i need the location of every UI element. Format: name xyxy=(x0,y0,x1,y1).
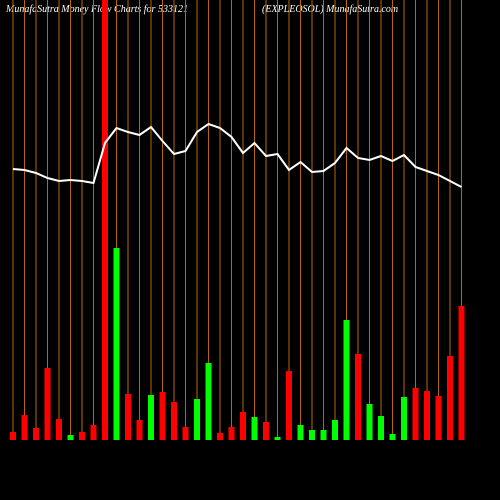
bar xyxy=(435,396,442,440)
bar xyxy=(240,412,246,440)
bar xyxy=(148,395,154,440)
bar xyxy=(21,415,28,440)
bar xyxy=(56,419,62,440)
bar xyxy=(90,425,97,440)
bar xyxy=(33,428,39,440)
chart-subtitle: (EXPLEOSOL) MunafaSutra.com xyxy=(262,4,398,15)
bar xyxy=(194,399,200,440)
bar xyxy=(182,427,189,440)
bar xyxy=(113,248,120,440)
price-line xyxy=(12,122,462,188)
bar xyxy=(228,427,235,440)
bar xyxy=(171,402,177,440)
bar xyxy=(286,371,292,440)
bar xyxy=(424,391,430,440)
bar xyxy=(205,363,212,440)
bar xyxy=(274,437,281,440)
bar xyxy=(136,420,143,440)
bar xyxy=(297,425,304,440)
bar xyxy=(125,394,131,440)
bar xyxy=(447,356,453,440)
bar xyxy=(263,422,269,440)
bar xyxy=(217,433,223,440)
bar xyxy=(412,388,419,440)
bar xyxy=(44,368,51,440)
bar xyxy=(332,420,338,440)
chart-title: MunafaSutra Money Flow Charts for 533121 xyxy=(5,4,188,15)
bar xyxy=(355,354,361,440)
bar xyxy=(79,432,85,440)
bar xyxy=(251,417,258,440)
bar xyxy=(389,434,396,440)
bar xyxy=(401,397,407,440)
bar xyxy=(102,0,108,440)
bar xyxy=(159,392,166,440)
bar xyxy=(67,435,74,440)
bar xyxy=(378,416,384,440)
bar xyxy=(366,404,373,440)
bar xyxy=(309,430,315,440)
bar xyxy=(343,320,350,440)
bar xyxy=(320,430,327,440)
bar xyxy=(10,432,16,440)
bar xyxy=(458,306,465,440)
